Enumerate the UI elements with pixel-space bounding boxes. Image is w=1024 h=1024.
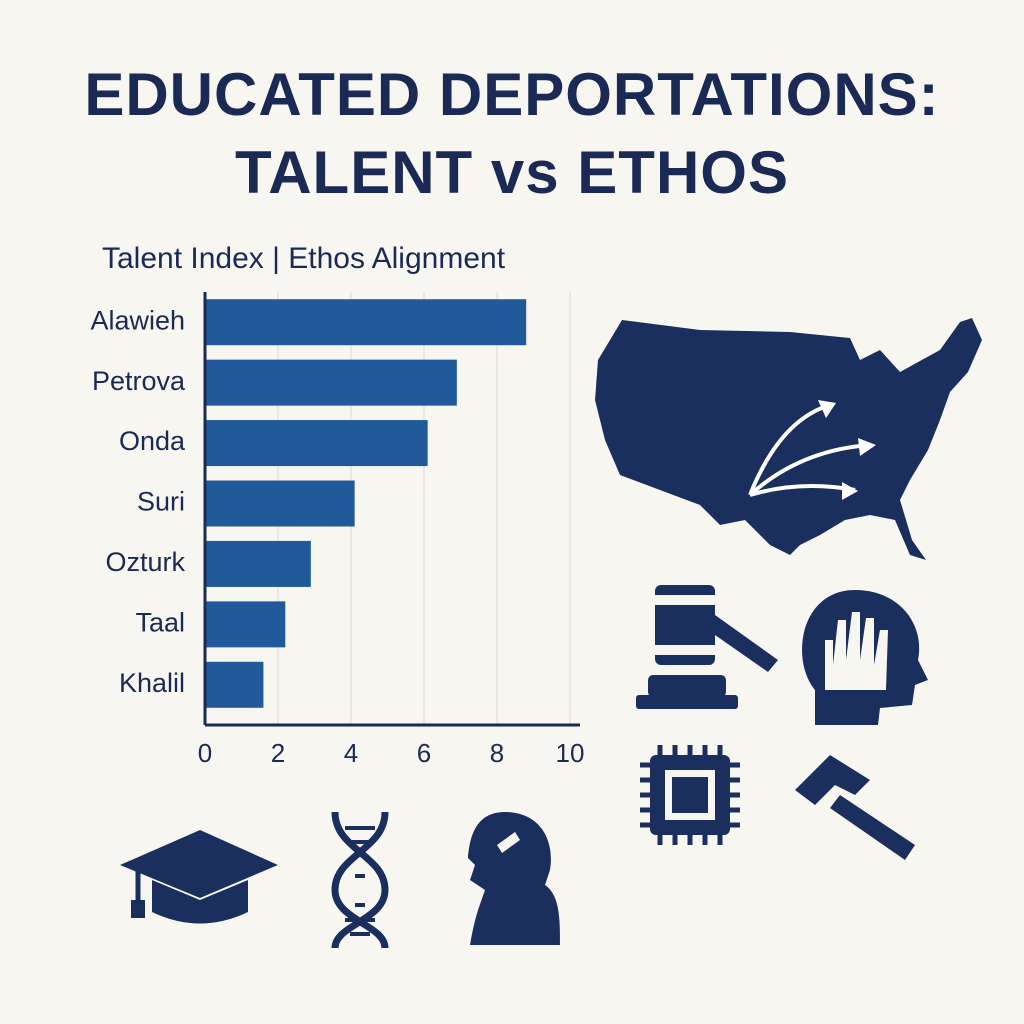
gavel-icon	[636, 585, 778, 709]
graduation-cap-icon	[120, 830, 278, 924]
chart-title: EDUCATED DEPORTATIONS: TALENT vs ETHOS	[84, 61, 940, 206]
hammer-icon	[795, 755, 915, 860]
x-tick-label: 6	[417, 738, 431, 768]
x-tick-label: 10	[556, 738, 585, 768]
y-tick-label: Alawieh	[90, 305, 185, 335]
bar	[205, 420, 428, 467]
bar	[205, 480, 355, 527]
dna-icon	[331, 811, 389, 949]
y-tick-label: Suri	[137, 487, 185, 517]
x-tick-label: 0	[198, 738, 212, 768]
bar	[205, 601, 286, 648]
y-tick-label: Taal	[135, 607, 185, 637]
bar	[205, 540, 311, 587]
us-map	[595, 318, 982, 560]
head-hand-icon	[802, 590, 928, 725]
x-tick-label: 2	[271, 738, 285, 768]
y-tick-label: Petrova	[92, 366, 186, 396]
bar	[205, 359, 457, 406]
y-tick-label: Khalil	[119, 668, 185, 698]
y-tick-label: Onda	[119, 426, 186, 456]
bar	[205, 299, 527, 346]
y-tick-label: Ozturk	[105, 547, 185, 577]
bar	[205, 661, 264, 708]
chart-subtitle: Talent Index | Ethos Alignment	[102, 242, 506, 275]
x-tick-label: 4	[344, 738, 358, 768]
chip-icon	[640, 745, 740, 845]
x-tick-label: 8	[490, 738, 504, 768]
head-icon	[468, 812, 560, 945]
